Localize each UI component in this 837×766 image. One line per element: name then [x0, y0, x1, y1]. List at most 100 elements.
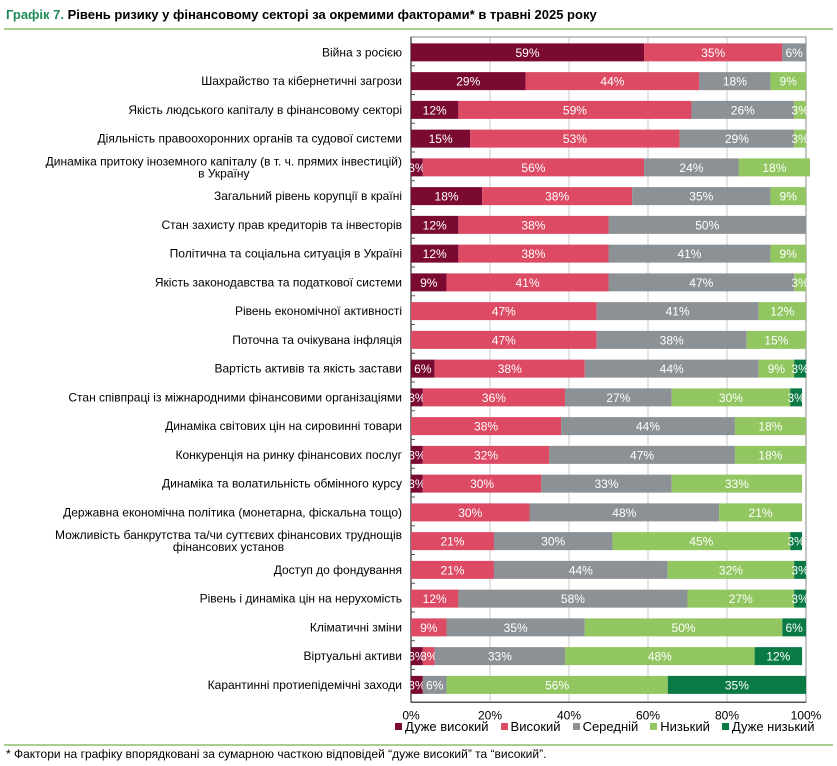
data-label: 3%: [791, 592, 809, 606]
bar-segment: [411, 445, 423, 464]
bar-segment: [422, 158, 645, 177]
bar-segment: [411, 100, 459, 119]
legend-label: Дуже низький: [731, 719, 815, 734]
data-label: 6%: [785, 46, 803, 60]
legend-item: Дуже низький: [721, 719, 815, 734]
data-label: 59%: [563, 103, 587, 117]
data-label: 48%: [612, 506, 636, 520]
bar-segment: [794, 100, 806, 119]
legend-label: Середній: [582, 719, 639, 734]
x-tick-label: 20%: [478, 708, 502, 720]
data-label: 29%: [456, 75, 480, 89]
bar-segment: [411, 560, 494, 579]
x-tick-label: 100%: [791, 708, 822, 720]
bar-segment: [446, 675, 668, 694]
legend-swatch: [721, 723, 729, 730]
stacked-bar-chart: Війна з росією 59% 35% 6% Шахрайство та кібе…: [46, 36, 822, 720]
bar-segment: [411, 618, 447, 637]
data-label: 6%: [785, 621, 803, 635]
bar-segment: [561, 417, 735, 436]
bar-segment: [458, 100, 692, 119]
data-label: 38%: [521, 247, 545, 261]
data-label: 53%: [563, 132, 587, 146]
data-label: 47%: [492, 305, 516, 319]
category-label: Динаміка світових цін на сировинні товар…: [165, 419, 402, 433]
bar-segment: [458, 589, 688, 608]
category-label: Діяльність правоохоронних органів та суд…: [98, 132, 402, 146]
bar-segment: [549, 445, 735, 464]
data-label: 18%: [758, 420, 782, 434]
bar-segment: [411, 503, 530, 522]
category-label: Динаміка притоку іноземного капіталу (в …: [46, 154, 402, 180]
bar-segment: [411, 675, 423, 694]
legend-label: Низький: [660, 719, 710, 734]
data-label: 3%: [787, 391, 805, 405]
bar-segment: [422, 445, 550, 464]
data-label: 3%: [791, 132, 809, 146]
category-label: Якість людського капіталу в фінансовому …: [128, 103, 402, 117]
data-label: 30%: [719, 391, 743, 405]
data-label: 30%: [541, 535, 565, 549]
data-label: 35%: [701, 46, 725, 60]
data-label: 27%: [729, 592, 753, 606]
data-label: 30%: [458, 506, 482, 520]
data-label: 58%: [561, 592, 585, 606]
data-label: 12%: [766, 650, 790, 664]
data-label: 41%: [516, 276, 540, 290]
chart-title-text: Рівень ризику у фінансовому секторі за о…: [64, 7, 597, 22]
bar-segment: [434, 647, 566, 666]
bar-segment: [411, 302, 597, 321]
category-label: Поточна та очікувана інфляція: [232, 333, 402, 347]
legend-swatch: [500, 723, 508, 730]
data-label: 44%: [600, 75, 624, 89]
category-label: Стан співпраці із міжнародними фінансови…: [68, 390, 402, 404]
bar-segment: [596, 330, 747, 349]
category-label-line: фінансових установ: [173, 540, 284, 554]
bar-segment: [644, 43, 783, 62]
data-label: 24%: [679, 161, 703, 175]
legend-swatch: [395, 723, 402, 730]
data-label: 3%: [408, 448, 426, 462]
bar-segment: [525, 72, 700, 91]
data-label: 3%: [420, 650, 438, 664]
bar-segment: [667, 675, 806, 694]
bar-segment: [411, 215, 459, 234]
data-label: 18%: [435, 190, 459, 204]
data-label: 9%: [780, 75, 798, 89]
bar-segment: [608, 215, 806, 234]
bar-segment: [411, 273, 447, 292]
bar-segment: [699, 72, 771, 91]
bar-segment: [679, 129, 795, 148]
category-label: Державна економічна політика (монетарна,…: [63, 505, 402, 519]
data-label: 36%: [482, 391, 506, 405]
bar-segment: [411, 359, 435, 378]
data-label: 44%: [660, 362, 684, 376]
bar-segment: [671, 474, 803, 493]
data-label: 47%: [689, 276, 713, 290]
bar-segment: [746, 330, 806, 349]
data-label: 9%: [780, 247, 798, 261]
bar-segment: [596, 302, 759, 321]
data-label: 18%: [723, 75, 747, 89]
bar-segment: [794, 129, 806, 148]
bar-segment: [612, 532, 791, 551]
bar-segment: [541, 474, 672, 493]
bar-segment: [411, 647, 423, 666]
bar-segment: [758, 302, 806, 321]
bar-segment: [411, 72, 526, 91]
bar-segment: [632, 187, 771, 206]
bar-segment: [790, 388, 803, 407]
data-label: 35%: [689, 190, 713, 204]
data-label: 3%: [787, 535, 805, 549]
bar-segment: [782, 618, 806, 637]
category-label: Карантинні протиепідемічні заходи: [208, 678, 402, 692]
data-label: 56%: [521, 161, 545, 175]
data-label: 3%: [408, 678, 426, 692]
legend-item: Середній: [572, 719, 639, 734]
data-label: 50%: [672, 621, 696, 635]
category-label: Рівень економічної активності: [235, 304, 402, 318]
data-label: 12%: [423, 218, 447, 232]
bar-segment: [458, 244, 609, 263]
legend-swatch: [572, 723, 580, 730]
data-label: 56%: [545, 678, 569, 692]
